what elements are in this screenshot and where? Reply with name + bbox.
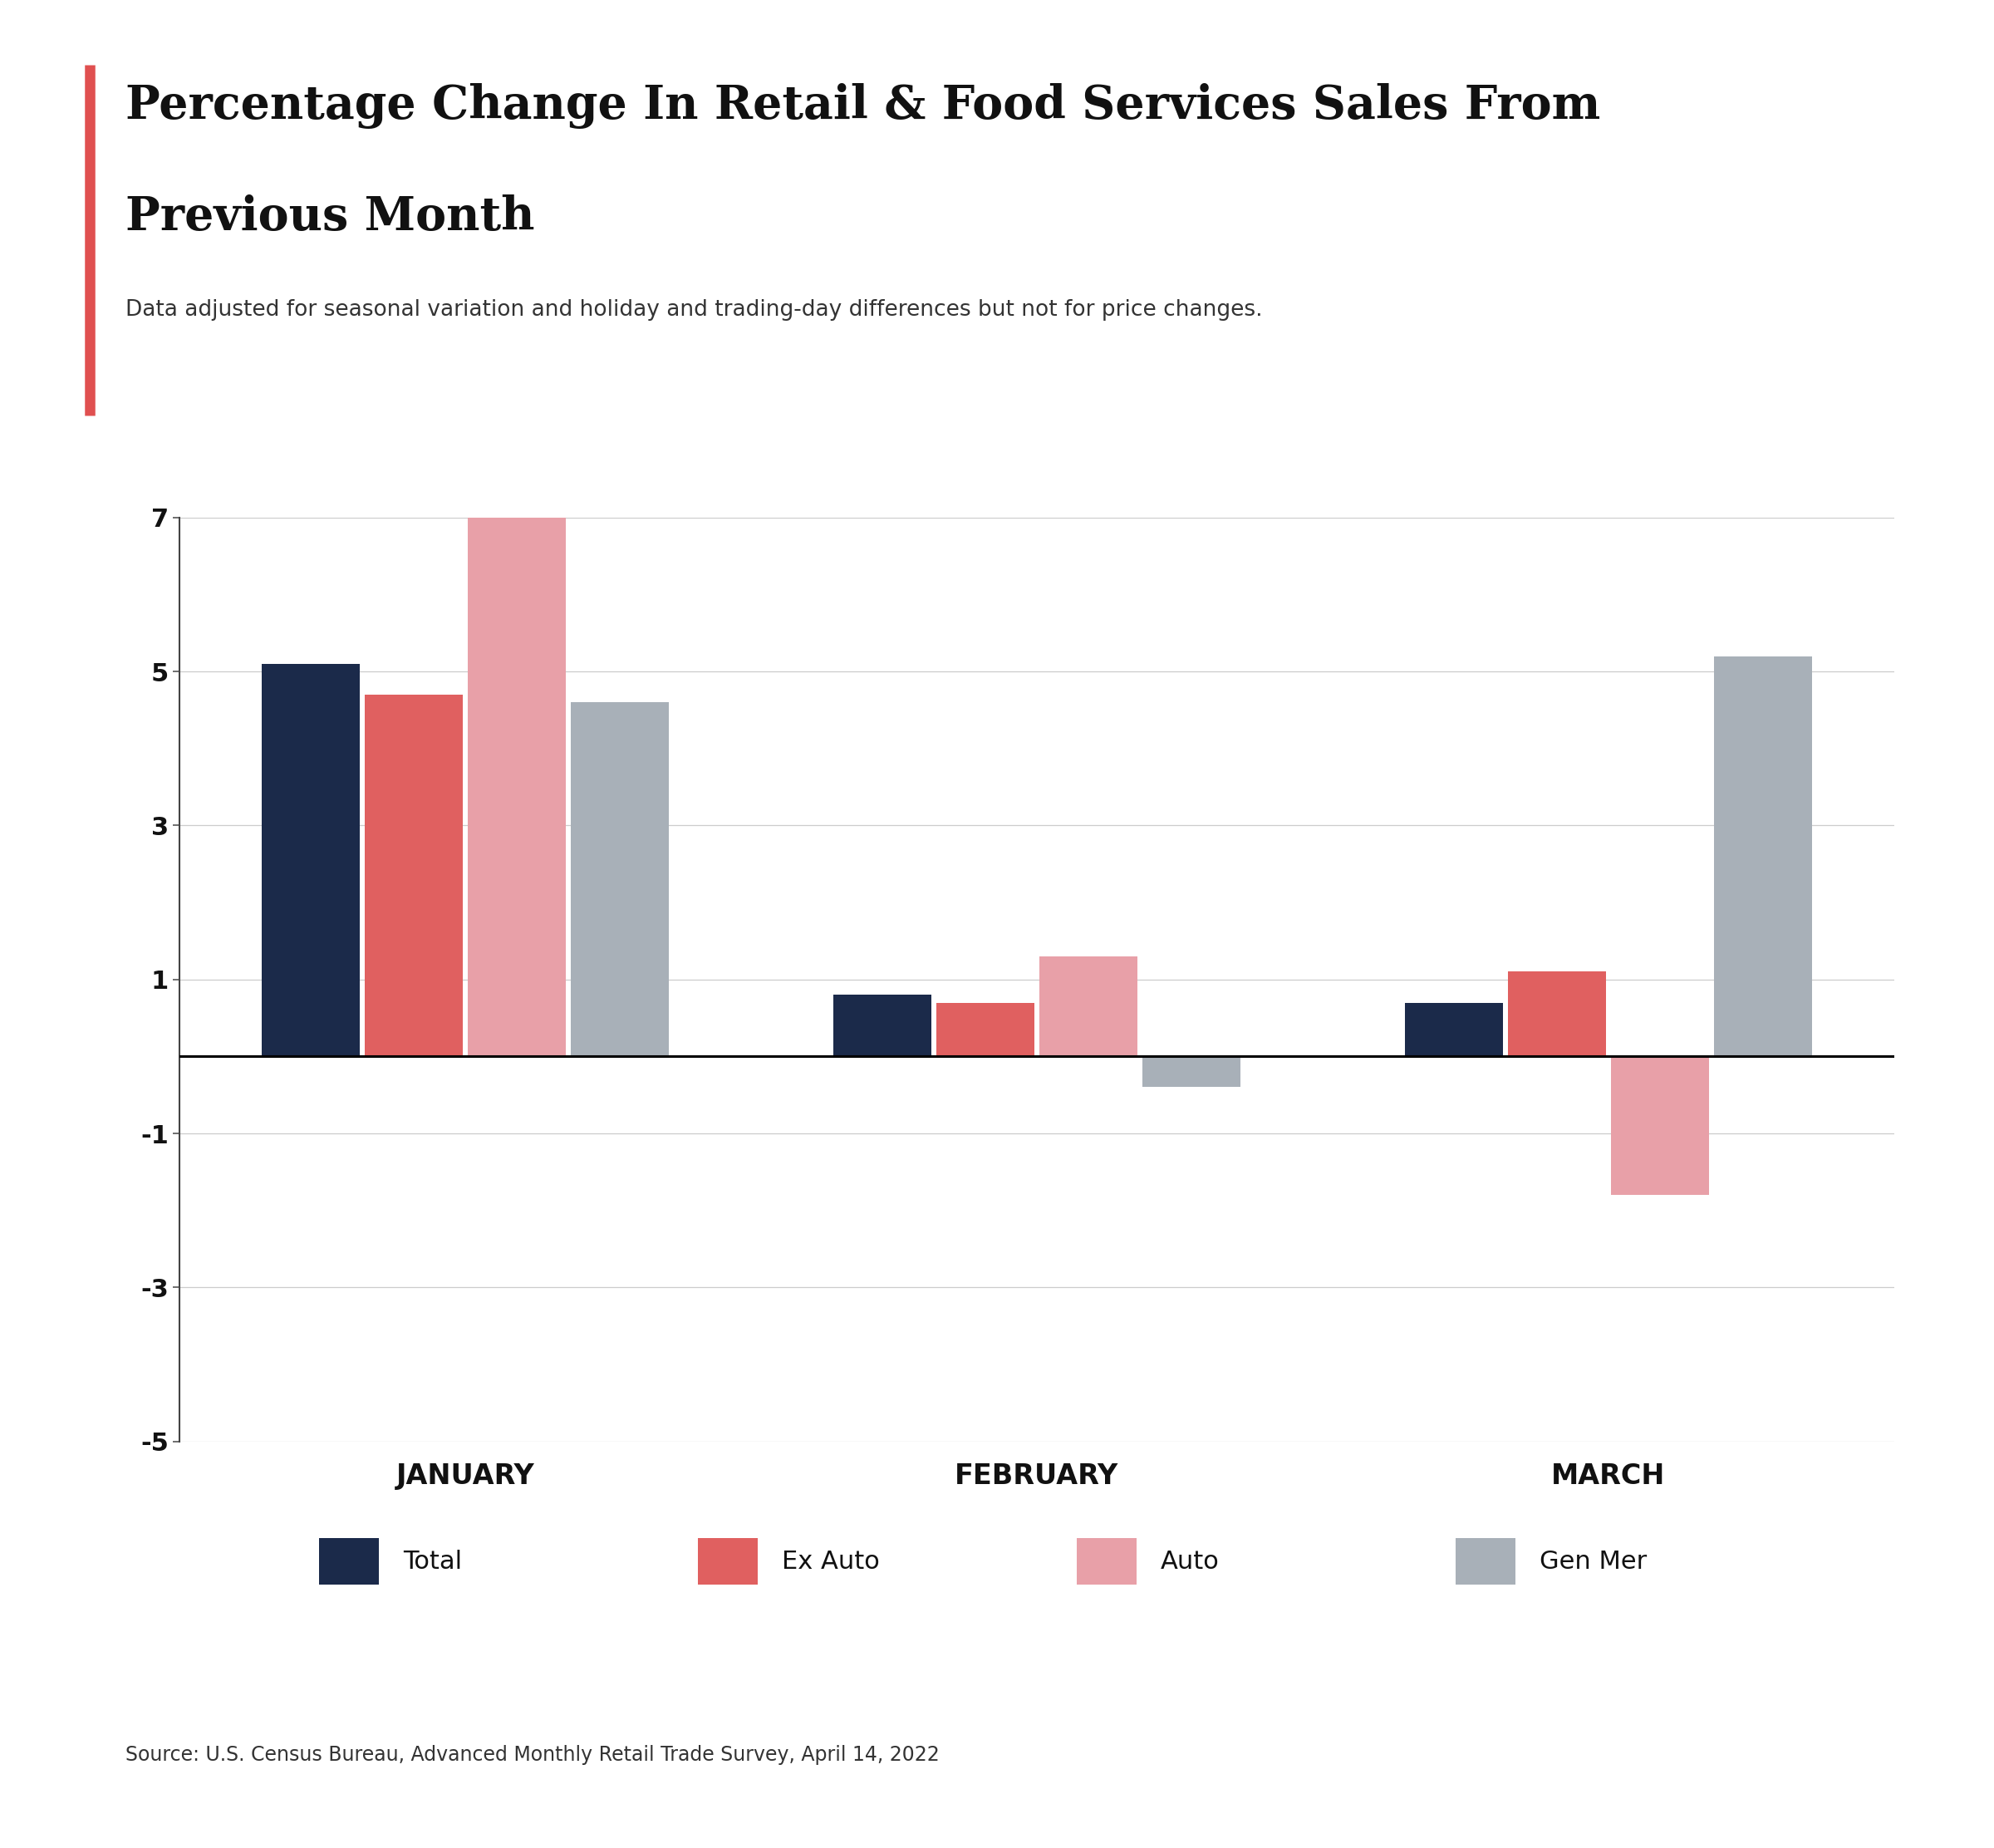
Text: Ex Auto: Ex Auto bbox=[782, 1549, 879, 1574]
Bar bbox=[1143, 1057, 1240, 1087]
Bar bbox=[833, 994, 931, 1057]
Bar bbox=[365, 695, 463, 1057]
Bar bbox=[937, 1002, 1035, 1057]
Bar bbox=[1507, 972, 1605, 1057]
Bar bbox=[469, 517, 566, 1057]
Bar bbox=[1715, 656, 1813, 1057]
Text: Total: Total bbox=[403, 1549, 463, 1574]
Bar bbox=[1406, 1002, 1503, 1057]
Text: Source: U.S. Census Bureau, Advanced Monthly Retail Trade Survey, April 14, 2022: Source: U.S. Census Bureau, Advanced Mon… bbox=[126, 1745, 939, 1765]
Bar bbox=[1611, 1057, 1709, 1196]
Bar bbox=[570, 702, 668, 1057]
Text: Data adjusted for seasonal variation and holiday and trading-day differences but: Data adjusted for seasonal variation and… bbox=[126, 299, 1262, 322]
Bar bbox=[1039, 957, 1137, 1057]
Text: Auto: Auto bbox=[1161, 1549, 1218, 1574]
Text: Gen Mer: Gen Mer bbox=[1539, 1549, 1647, 1574]
Bar bbox=[261, 663, 359, 1057]
Text: Previous Month: Previous Month bbox=[126, 194, 534, 240]
Text: Percentage Change In Retail & Food Services Sales From: Percentage Change In Retail & Food Servi… bbox=[126, 83, 1601, 129]
